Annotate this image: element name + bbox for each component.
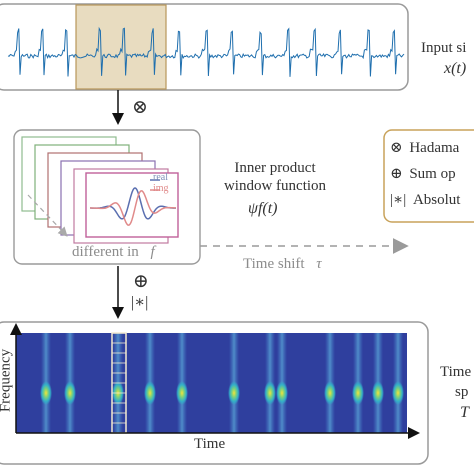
spectrogram-peak bbox=[276, 381, 288, 405]
legend-hadamard-symbol: ⊗ bbox=[390, 140, 403, 156]
spectrogram-peak bbox=[324, 381, 336, 405]
abs-operator-symbol: |∗| bbox=[131, 294, 149, 311]
legend-hadamard-text: Hadama bbox=[409, 140, 460, 156]
spectrogram-peak bbox=[352, 381, 364, 405]
window-caption-var: f bbox=[150, 244, 155, 260]
hadamard-operator-symbol: ⊗ bbox=[132, 97, 148, 118]
legend-img-text: img bbox=[153, 183, 169, 194]
time-shift-text: Time shift bbox=[243, 256, 305, 272]
spectrogram-peak bbox=[228, 381, 240, 405]
spectrogram-energy bbox=[40, 333, 404, 433]
input-signal-waveform bbox=[7, 26, 405, 77]
frequency-axis-label: Frequency bbox=[0, 348, 14, 413]
window-formula: ψf(t) bbox=[248, 200, 278, 217]
window-caption: different in f bbox=[72, 244, 155, 261]
spectrum-label-line3: T bbox=[460, 404, 469, 421]
legend-sum-symbol: ⊕ bbox=[390, 166, 403, 182]
sum-operator-symbol: ⊕ bbox=[133, 271, 149, 292]
legend-abs-symbol: |∗| bbox=[390, 192, 407, 208]
spectrogram-peak bbox=[392, 381, 404, 405]
spectrogram-peak bbox=[264, 381, 276, 405]
time-window-highlight bbox=[75, 4, 167, 90]
stacked-window-cards bbox=[21, 136, 179, 244]
time-axis-label: Time bbox=[194, 436, 226, 452]
time-shift-symbol: τ bbox=[316, 256, 322, 272]
time-shift-label: Time shift τ bbox=[243, 256, 322, 273]
spectrum-label-line1: Time bbox=[440, 364, 472, 380]
window-title-line2: window function bbox=[223, 178, 327, 194]
legend-entries: ⊗ Hadama ⊕ Sum op |∗| Absolut bbox=[390, 136, 474, 220]
spectrum-label-line2: sp bbox=[455, 384, 469, 400]
legend-entry-sum: ⊕ Sum op bbox=[390, 164, 456, 183]
window-imag-part bbox=[90, 190, 176, 226]
window-title-line1: Inner product bbox=[234, 160, 316, 176]
spectrogram-heatmap bbox=[16, 333, 407, 433]
spectrogram-peak bbox=[176, 381, 188, 405]
input-signal-formula: x(t) bbox=[444, 60, 467, 77]
window-real-part bbox=[90, 187, 176, 220]
spectrogram-peak bbox=[372, 381, 384, 405]
spectrogram-window-grid bbox=[112, 342, 126, 424]
legend-real-text: real bbox=[153, 172, 168, 183]
legend-entry-absolute: |∗| Absolut bbox=[390, 190, 460, 209]
legend-abs-text: Absolut bbox=[412, 192, 461, 208]
legend-box bbox=[383, 129, 474, 223]
input-signal-label: Input si bbox=[421, 40, 467, 56]
spectrogram-peak bbox=[40, 381, 52, 405]
input-signal-panel bbox=[0, 3, 409, 91]
window-caption-text: different in bbox=[72, 244, 139, 260]
legend-entry-hadamard: ⊗ Hadama bbox=[390, 138, 459, 157]
legend-sum-text: Sum op bbox=[409, 166, 456, 182]
frequency-direction-arrow bbox=[27, 194, 68, 237]
spectrogram-peak bbox=[64, 381, 76, 405]
spectrogram-peak bbox=[144, 381, 156, 405]
